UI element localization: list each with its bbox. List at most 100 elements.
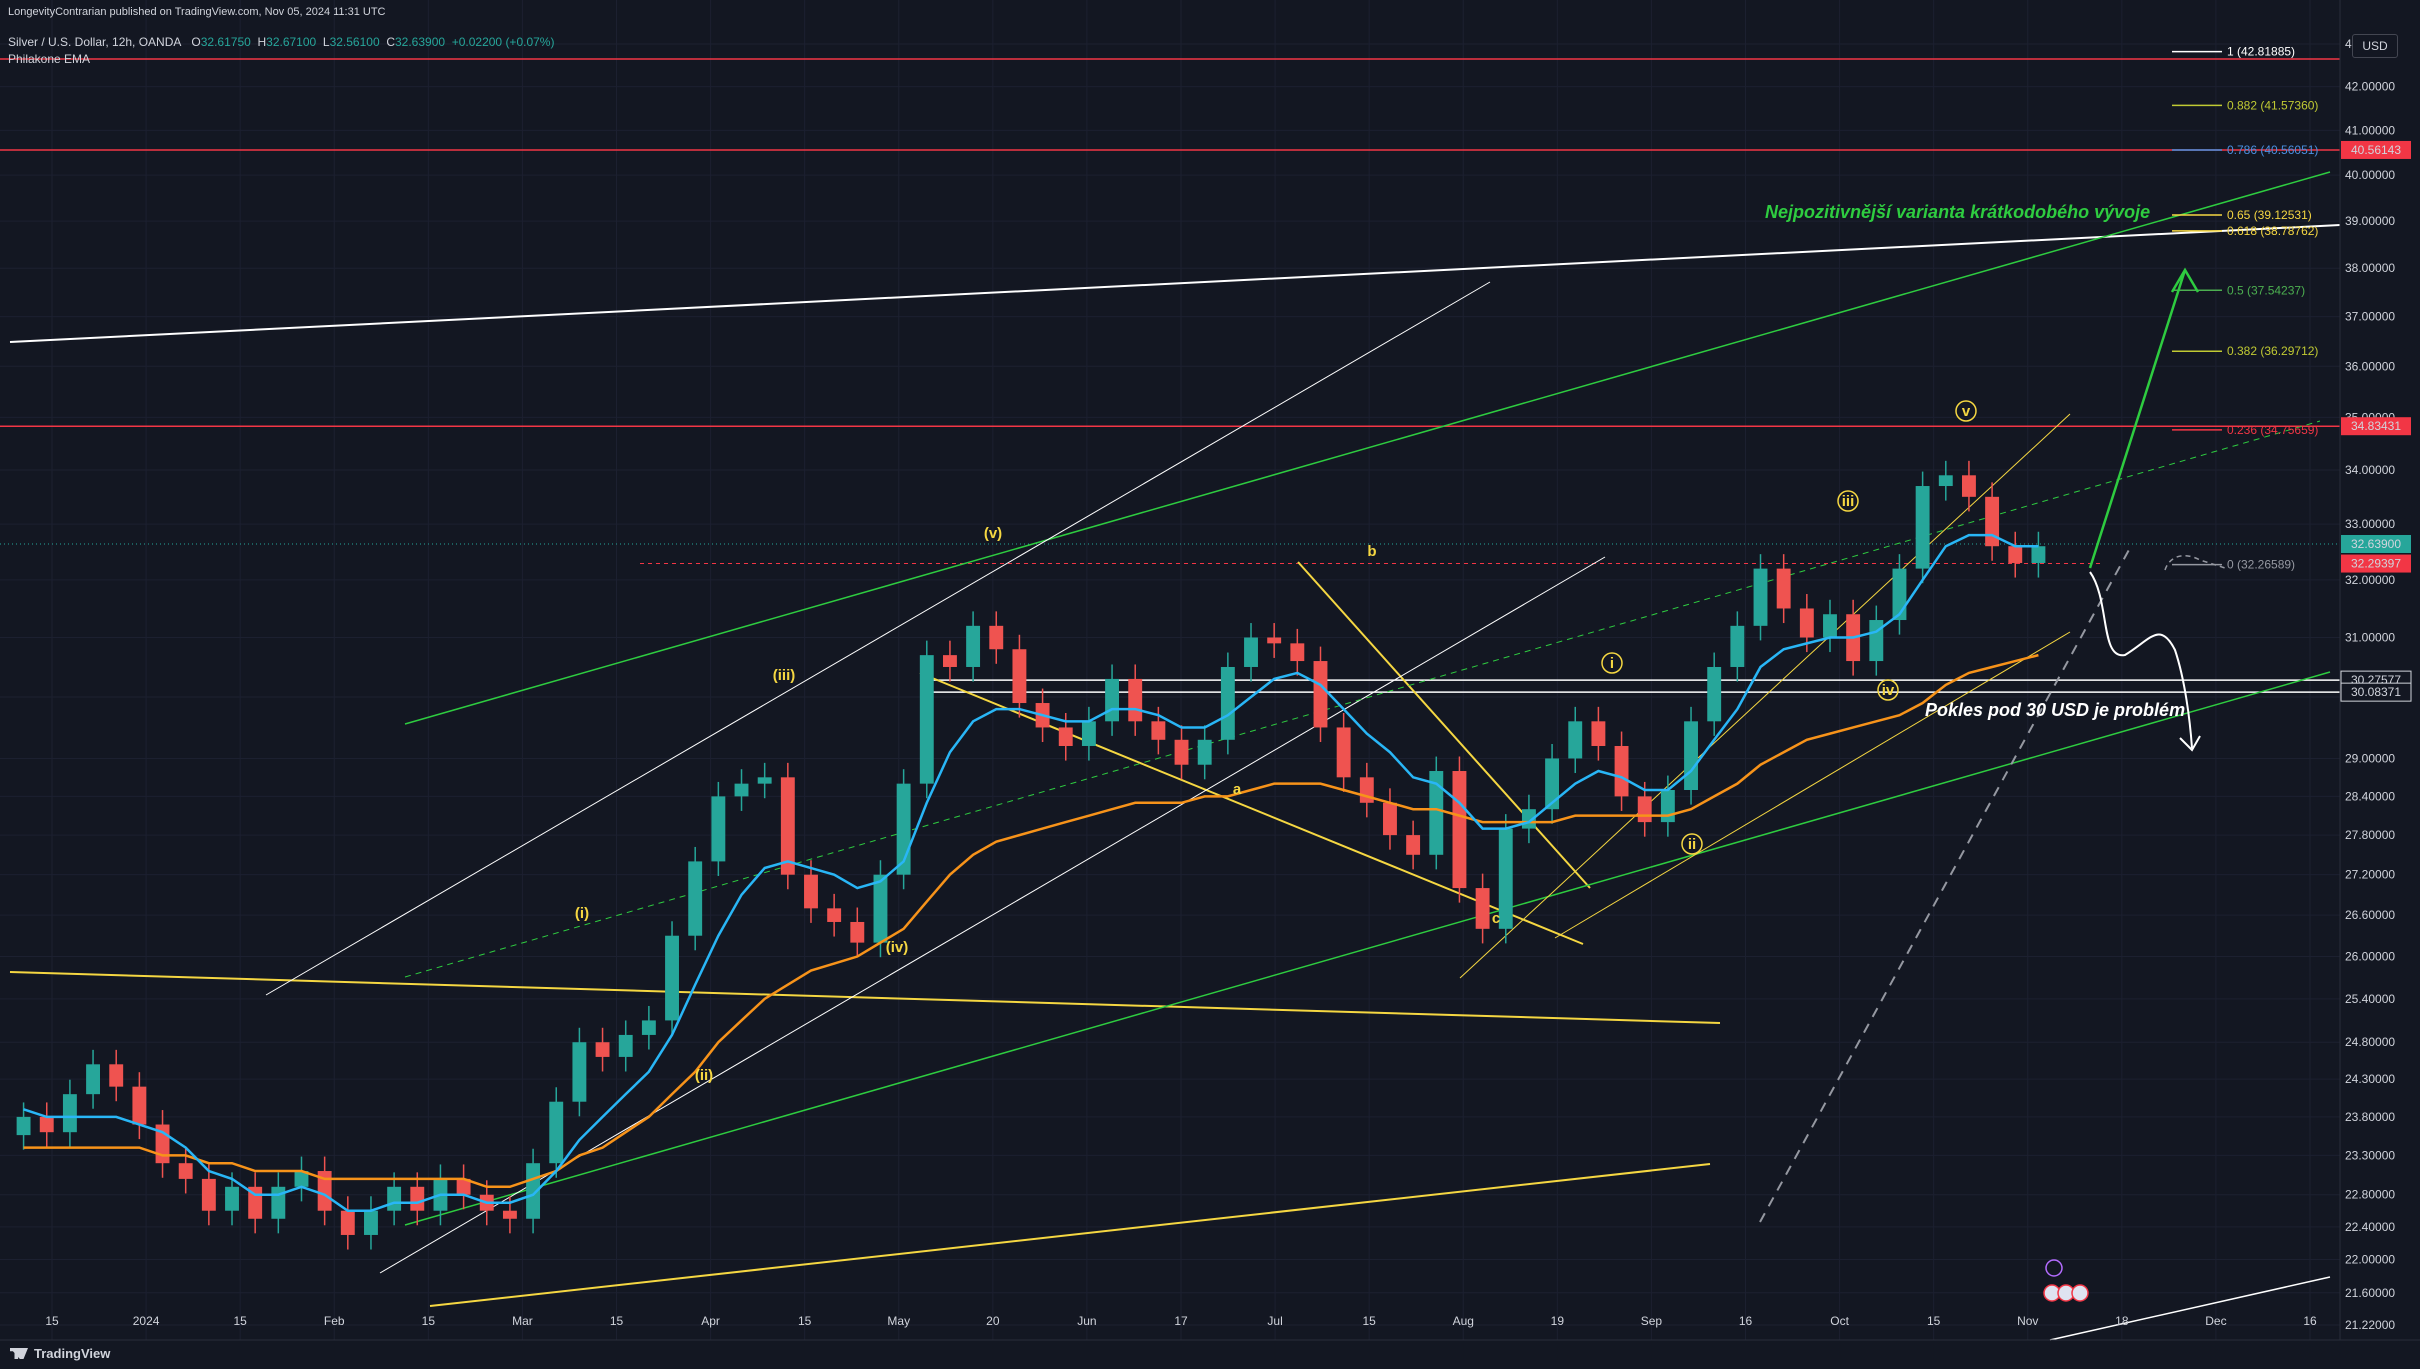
candle-body — [132, 1086, 147, 1125]
y-tick-label: 21.60000 — [2345, 1286, 2395, 1300]
wave-label: i — [1610, 655, 1614, 672]
wave-circle — [1837, 490, 1859, 512]
candle-body — [942, 655, 957, 667]
channel-green — [404, 171, 2331, 725]
bullish-arrow — [2088, 269, 2187, 569]
channel-yellow — [1459, 413, 2071, 979]
channel-green-dashed — [404, 420, 2321, 978]
candle-body — [1985, 496, 2000, 547]
fib-label: 0 (32.26589) — [2227, 558, 2295, 572]
currency-button[interactable]: USD — [2352, 34, 2398, 58]
symbol-ohlc: Silver / U.S. Dollar, 12h, OANDA O32.617… — [8, 35, 555, 49]
indicator-label[interactable]: Philakone EMA — [8, 52, 91, 66]
candle-body — [757, 777, 772, 784]
tradingview-icon — [10, 1348, 28, 1359]
candle-body — [1776, 568, 1791, 609]
candle-body — [1012, 649, 1027, 704]
x-tick-label: 18 — [2115, 1314, 2129, 1328]
candle-body — [1799, 608, 1814, 638]
candle-body — [1869, 620, 1884, 662]
channel-yellow — [1554, 631, 2071, 939]
tradingview-logo: TradingView — [10, 1346, 110, 1361]
symbol-title: Silver / U.S. Dollar, 12h, OANDA — [8, 35, 182, 49]
x-tick-label: Jun — [1077, 1314, 1096, 1328]
y-tick-label: 22.00000 — [2345, 1253, 2395, 1267]
candle-body — [1475, 888, 1490, 929]
fib-label: 0.618 (38.78762) — [2227, 224, 2318, 238]
candle-body — [410, 1186, 425, 1211]
time-axis: 15 2024 15 Feb 15 Mar 15 Apr 15 May 20 Jun 17 Jul 15 Au… — [45, 1314, 2317, 1328]
candle-body — [827, 908, 842, 922]
y-tick-label: 36.00000 — [2345, 359, 2395, 373]
projection-dashed — [2164, 554, 2226, 571]
x-tick-label: Dec — [2205, 1314, 2226, 1328]
candle-body — [456, 1178, 471, 1195]
candle-body — [850, 921, 865, 943]
wave-label: b — [1367, 543, 1376, 560]
ema-slow-line — [23, 653, 2039, 1189]
candle-body — [688, 861, 703, 936]
candle-body — [1058, 727, 1073, 746]
x-tick-label: Aug — [1453, 1314, 1474, 1328]
price-label: 30.08371 — [2351, 685, 2401, 699]
y-tick-label: 32.00000 — [2345, 573, 2395, 587]
us-flag-icon — [2071, 1284, 2089, 1302]
x-tick-label: Jul — [1267, 1314, 1282, 1328]
y-tick-label: 33.00000 — [2345, 517, 2395, 531]
candle-body — [39, 1116, 54, 1133]
y-tick-label: 27.80000 — [2345, 828, 2395, 842]
candle-body — [16, 1116, 31, 1136]
y-tick-label: 24.30000 — [2345, 1072, 2395, 1086]
x-tick-label: Sep — [1641, 1314, 1663, 1328]
x-tick-label: 19 — [1551, 1314, 1565, 1328]
candle-body — [804, 874, 818, 909]
y-tick-label: 41.00000 — [2345, 123, 2395, 137]
event-icons[interactable] — [2043, 1259, 2089, 1302]
flash-icon — [2045, 1259, 2063, 1277]
y-tick-label: 26.00000 — [2345, 950, 2395, 964]
candle-body — [1545, 758, 1560, 810]
x-tick-label: 16 — [1739, 1314, 1753, 1328]
candle-body — [1707, 666, 1722, 722]
candle-body — [109, 1064, 124, 1087]
resistance-trendline — [9, 224, 2341, 343]
ema-lines — [23, 533, 2039, 1212]
y-tick-label: 34.00000 — [2345, 463, 2395, 477]
wave-label: ii — [1688, 836, 1696, 853]
x-tick-label: Mar — [512, 1314, 533, 1328]
bearish-arrow — [2089, 571, 2193, 749]
bullish-note: Nejpozitivnější varianta krátkodobého vý… — [1765, 202, 2150, 222]
candle-body — [1591, 721, 1606, 746]
wave-label: iii — [1842, 493, 1855, 510]
x-tick-label: Apr — [701, 1314, 720, 1328]
wave-circle — [1877, 679, 1899, 701]
wave-label: c — [1492, 910, 1500, 927]
candle-body — [1105, 678, 1120, 722]
wave-circle — [1601, 652, 1623, 674]
candle-body — [595, 1042, 610, 1057]
bullish-arrow-head — [2170, 267, 2200, 293]
x-tick-label: Oct — [1830, 1314, 1849, 1328]
trendline-yellow — [429, 1163, 1711, 1307]
price-label-box — [2341, 417, 2411, 436]
price-label: 32.63900 — [2351, 537, 2401, 551]
price-label-box — [2340, 682, 2412, 702]
y-tick-label: 39.00000 — [2345, 214, 2395, 228]
fib-label: 0.882 (41.57360) — [2227, 98, 2318, 112]
candle-body — [641, 1020, 656, 1035]
channel-green — [404, 671, 2331, 1226]
candle-body — [618, 1034, 633, 1057]
candle-body — [1220, 666, 1235, 740]
candle-body — [1406, 835, 1421, 855]
candle-body — [1429, 771, 1444, 855]
bearish-arrow-head — [2179, 735, 2201, 752]
x-tick-label: Nov — [2017, 1314, 2038, 1328]
open-value: 32.61750 — [200, 35, 251, 49]
y-tick-label: 23.30000 — [2345, 1148, 2395, 1162]
candle-body — [549, 1101, 564, 1164]
y-tick-label: 29.00000 — [2345, 751, 2395, 765]
price-label-box — [2341, 140, 2411, 159]
trendline-yellow — [9, 971, 1721, 1024]
